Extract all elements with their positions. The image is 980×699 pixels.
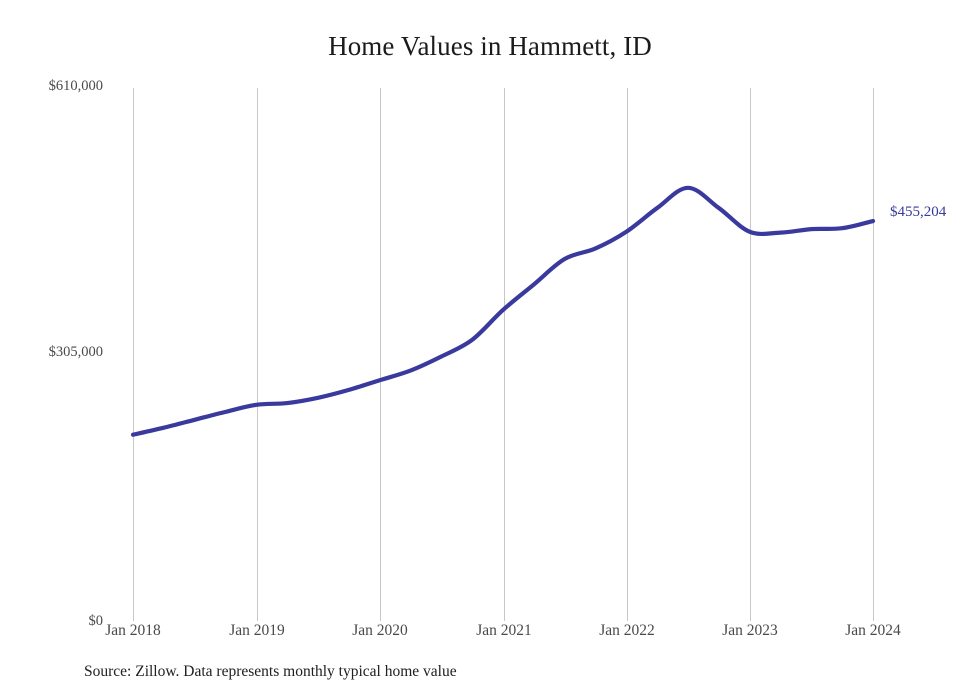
source-note: Source: Zillow. Data represents monthly … [84,663,457,680]
x-tick-label-jan-2020: Jan 2020 [352,622,408,639]
x-tick-label-jan-2019: Jan 2019 [229,622,285,639]
x-tick-label-jan-2023: Jan 2023 [722,622,778,639]
chart-title: Home Values in Hammett, ID [328,31,652,61]
gridline-jan-2019 [257,88,258,621]
gridline-jan-2018 [133,88,134,621]
y-tick-label-610000: $610,000 [48,78,103,94]
end-value-label: $455,204 [890,204,947,221]
gridline-jan-2020 [380,88,381,621]
y-axis: $610,000 $305,000 $0 [0,0,103,699]
gridline-jan-2023 [750,88,751,621]
x-tick-label-jan-2018: Jan 2018 [105,622,161,639]
gridline-jan-2022 [627,88,628,621]
x-tick-label-jan-2022: Jan 2022 [599,622,655,639]
gridline-jan-2021 [504,88,505,621]
y-tick-label-305000: $305,000 [48,344,103,360]
x-tick-label-jan-2024: Jan 2024 [845,622,901,639]
gridline-jan-2024 [873,88,874,621]
y-tick-label-0: $0 [88,613,104,629]
series-path-typical-home-value [130,185,876,437]
x-tick-label-jan-2021: Jan 2021 [476,622,532,639]
